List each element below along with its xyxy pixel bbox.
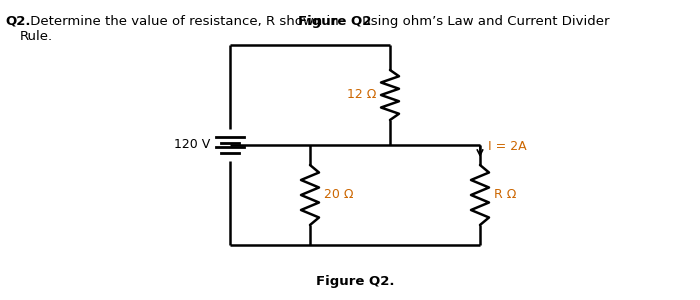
Text: 12 Ω: 12 Ω [346,88,376,101]
Text: Figure Q2.: Figure Q2. [316,275,394,289]
Text: 120 V: 120 V [174,139,210,152]
Text: Q2.: Q2. [5,15,31,28]
Text: R Ω: R Ω [494,188,517,202]
Text: Figure Q2: Figure Q2 [298,15,372,28]
Text: Rule.: Rule. [20,30,53,43]
Text: 20 Ω: 20 Ω [324,188,354,202]
Text: using ohm’s Law and Current Divider: using ohm’s Law and Current Divider [358,15,610,28]
Text: I = 2A: I = 2A [488,140,526,154]
Text: Determine the value of resistance, R shown in: Determine the value of resistance, R sho… [26,15,343,28]
